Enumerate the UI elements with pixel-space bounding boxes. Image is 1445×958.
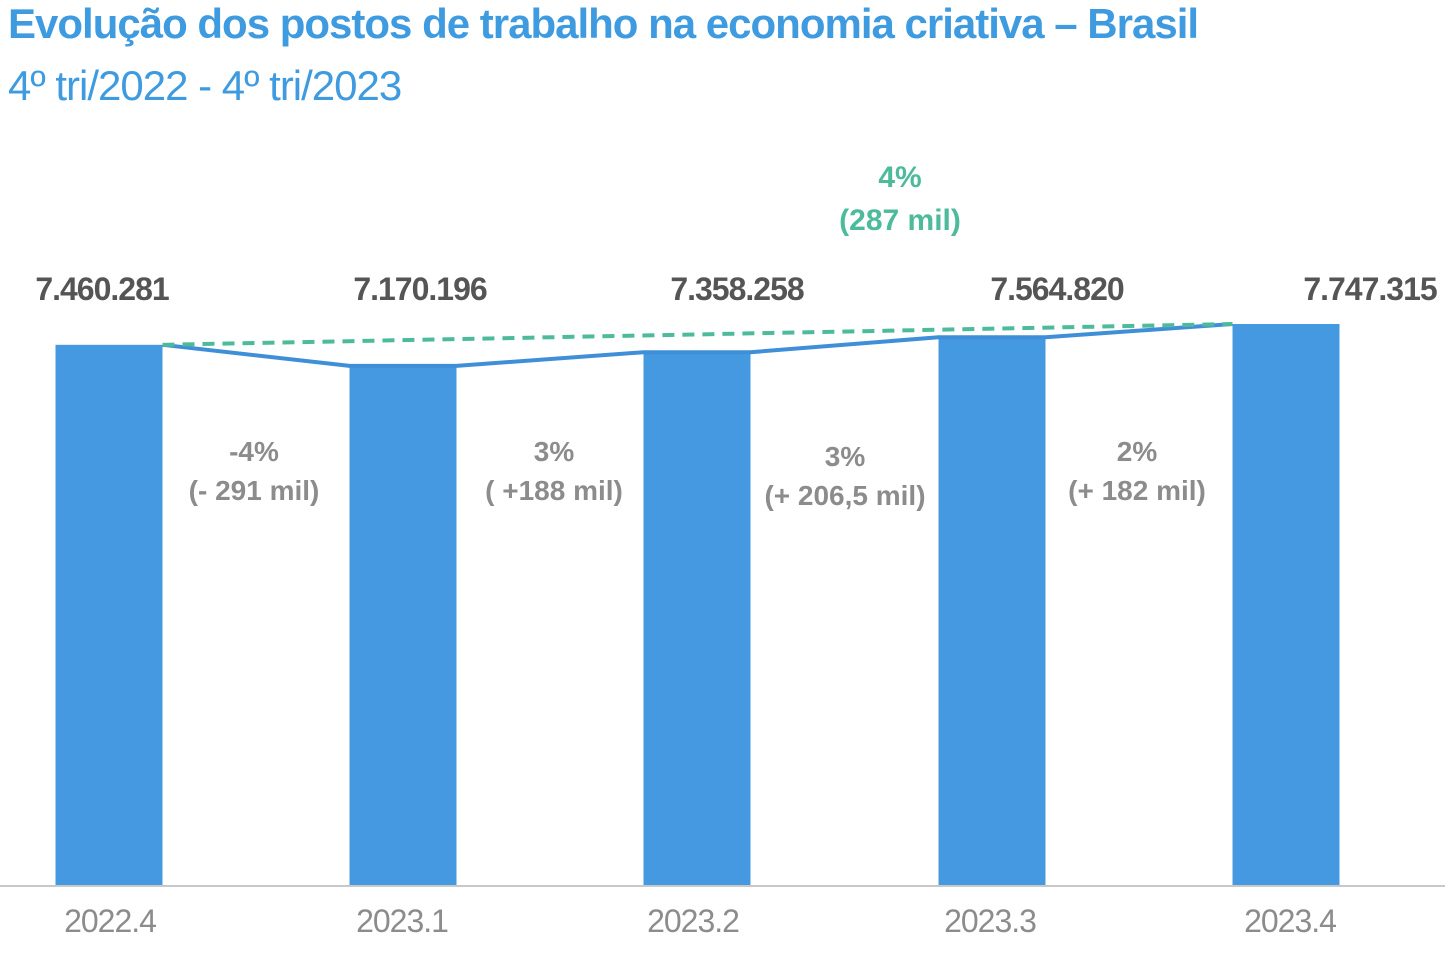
chart-subtitle: 4º tri/2022 - 4º tri/2023 (8, 62, 402, 109)
change-pct-3: 3% (825, 441, 866, 472)
x-tick-label-2023-4: 2023.4 (1244, 903, 1336, 939)
change-abs-3: (+ 206,5 mil) (764, 480, 925, 511)
value-label-2023-2: 7.358.258 (670, 271, 804, 307)
bar-2022-4 (55, 344, 163, 887)
change-pct-1: -4% (229, 436, 279, 467)
x-tick-label-2023-3: 2023.3 (944, 903, 1036, 939)
x-tick-label-2022-4: 2022.4 (64, 903, 156, 939)
change-abs-2: ( +188 mil) (485, 475, 623, 506)
trend-line (162, 322, 1233, 368)
change-pct-4: 2% (1117, 436, 1158, 467)
chart-title: Evolução dos postos de trabalho na econo… (8, 0, 1199, 47)
change-pct-2: 3% (534, 436, 575, 467)
change-abs-4: (+ 182 mil) (1068, 475, 1206, 506)
x-tick-label-2023-2: 2023.2 (647, 903, 739, 939)
value-label-2022-4: 7.460.281 (35, 271, 169, 307)
total-change-dashed-line (162, 322, 1233, 347)
value-label-2023-3: 7.564.820 (990, 271, 1124, 307)
bar-2023-4 (1232, 324, 1340, 886)
change-abs-1: (- 291 mil) (189, 475, 320, 506)
bar-2023-1 (349, 365, 457, 886)
bar-2023-2 (643, 352, 751, 887)
bar-2023-3 (938, 337, 1046, 886)
total-change-abs: (287 mil) (839, 204, 961, 237)
value-label-2023-1: 7.170.196 (353, 271, 487, 307)
total-change-pct: 4% (878, 161, 921, 194)
x-tick-label-2023-1: 2023.1 (356, 903, 448, 939)
value-label-2023-4: 7.747.315 (1303, 271, 1437, 307)
